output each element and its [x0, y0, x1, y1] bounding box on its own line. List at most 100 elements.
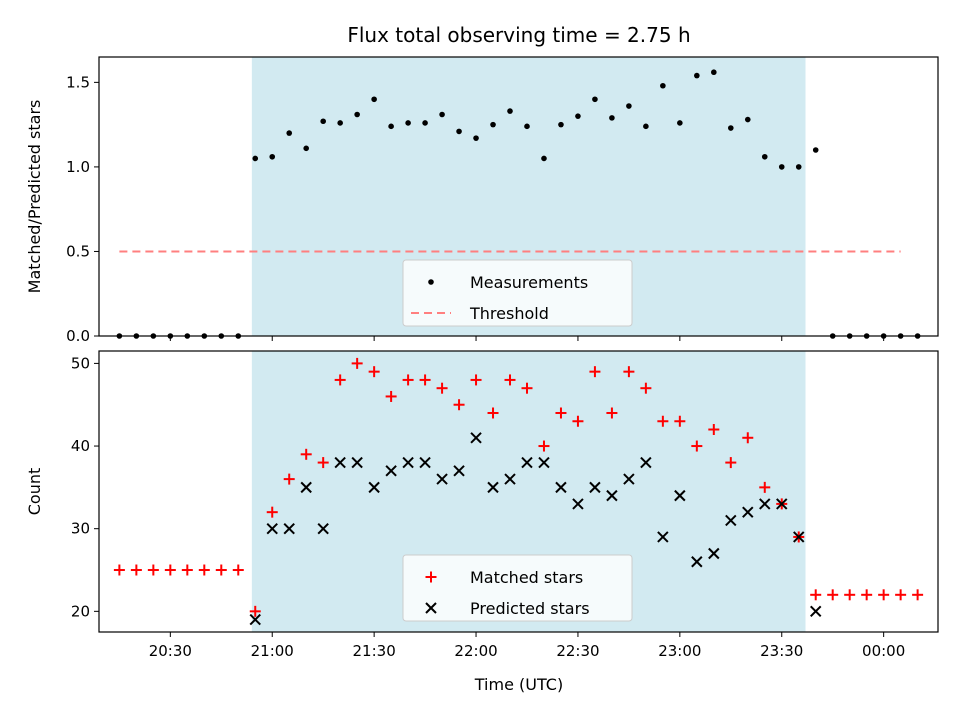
measurement-point	[320, 118, 326, 125]
measurement-point	[677, 120, 683, 126]
matched-star-point	[742, 432, 754, 444]
legend-x-marker	[425, 602, 437, 614]
matched-star-point	[334, 374, 346, 386]
legend-label: Measurements	[470, 273, 588, 292]
legend-box	[402, 259, 633, 327]
legend-box	[402, 554, 633, 622]
predicted-star-point	[759, 498, 771, 510]
measurement-point	[337, 120, 343, 126]
measurement-point	[778, 164, 785, 170]
predicted-star-point	[487, 481, 499, 494]
predicted-star-point	[776, 498, 788, 510]
chart-title: Flux total observing time = 2.75 h	[347, 23, 690, 47]
matched-star-point	[691, 440, 703, 452]
x-tick-label: 23:30	[760, 642, 803, 660]
y-tick-label: 50	[71, 354, 90, 372]
top-panel: 0.0 0.5 1.0 1.5 Matched/Predicted stars Mea…	[25, 56, 939, 345]
legend-label: Predicted stars	[470, 599, 590, 618]
matched-star-point	[113, 564, 125, 576]
y-tick-label: 40	[71, 437, 90, 455]
matched-star-point	[283, 473, 295, 485]
matched-star-point	[198, 564, 210, 576]
bottom-frame	[98, 350, 939, 633]
legend-label: Matched stars	[470, 568, 583, 587]
matched-star-point	[317, 457, 329, 469]
predicted-star-point	[657, 531, 669, 543]
matched-star-point	[606, 407, 618, 419]
matched-star-point	[538, 440, 550, 452]
predicted-star-point	[283, 522, 295, 535]
measurement-point	[727, 125, 734, 131]
top-frame	[98, 56, 939, 337]
bottom-x-ticks: 20:30 21:00 21:30 22:00 22:30 23:00 23:30 00:00	[149, 632, 905, 660]
predicted-star-point	[810, 605, 822, 618]
x-tick-label: 21:30	[353, 642, 396, 660]
measurement-point	[711, 69, 717, 76]
predicted-star-point	[691, 556, 703, 568]
matched-star-point	[895, 589, 907, 601]
x-axis-label: Time (UTC)	[474, 675, 563, 694]
measurement-point	[744, 116, 751, 123]
predicted-star-point	[572, 498, 584, 510]
matched-star-point	[708, 424, 720, 436]
measurement-point	[558, 121, 564, 128]
measurement-point	[354, 111, 360, 118]
top-y-axis-label: Matched/Predicted stars	[25, 100, 44, 294]
predicted-star-point	[674, 489, 686, 502]
matched-star-point	[657, 415, 669, 427]
matched-star-point	[147, 564, 159, 576]
matched-star-point	[521, 382, 533, 394]
measurement-point	[473, 135, 479, 141]
bottom-legend: Matched stars Predicted stars	[402, 554, 633, 622]
matched-star-point	[419, 374, 431, 386]
predicted-star-point	[300, 481, 312, 494]
y-tick-label: 0.5	[66, 242, 90, 260]
measurement-point	[439, 111, 445, 118]
matched-star-point	[555, 407, 567, 419]
x-tick-label: 00:00	[862, 642, 905, 660]
predicted-star-point	[538, 456, 550, 469]
measurement-point	[609, 115, 615, 121]
y-tick-label: 20	[71, 602, 90, 620]
matched-star-point	[623, 366, 635, 378]
legend-entry: Measurements	[428, 273, 588, 292]
y-tick-label: 1.0	[66, 158, 90, 176]
matched-star-point	[572, 415, 584, 427]
predicted-star-point	[504, 473, 516, 485]
measurement-point	[507, 108, 513, 114]
matched-star-point	[725, 457, 737, 469]
measurement-point	[694, 72, 700, 79]
predicted-star-point	[419, 456, 431, 469]
matched-star-point	[810, 589, 822, 601]
x-tick-label: 22:30	[556, 642, 599, 660]
matched-star-point	[351, 357, 363, 369]
predicted-star-point	[334, 456, 346, 469]
measurement-point	[524, 123, 530, 130]
matched-star-point	[402, 374, 414, 386]
matched-star-points	[113, 357, 924, 617]
measurement-point	[761, 153, 768, 160]
measurement-point	[405, 120, 411, 126]
top-y-ticks: 0.0 0.5 1.0 1.5	[66, 73, 99, 345]
predicted-star-point	[317, 522, 329, 535]
predicted-star-point	[470, 432, 482, 444]
predicted-star-point	[589, 481, 601, 494]
predicted-star-point	[385, 465, 397, 477]
predicted-star-point	[793, 531, 805, 543]
legend-entry: Threshold	[411, 304, 549, 323]
matched-star-point	[759, 481, 771, 493]
matched-star-point	[861, 589, 873, 601]
matched-star-point	[164, 564, 176, 576]
measurement-point	[252, 155, 259, 162]
legend-entry: Matched stars	[425, 568, 583, 587]
x-tick-label: 21:00	[251, 642, 294, 660]
matched-star-point	[640, 382, 652, 394]
measurement-point	[303, 145, 310, 152]
bottom-y-axis-label: Count	[25, 468, 44, 516]
predicted-star-point	[640, 456, 652, 469]
matched-star-point	[674, 415, 686, 427]
matched-star-point	[470, 374, 482, 386]
predicted-star-point	[521, 456, 533, 469]
